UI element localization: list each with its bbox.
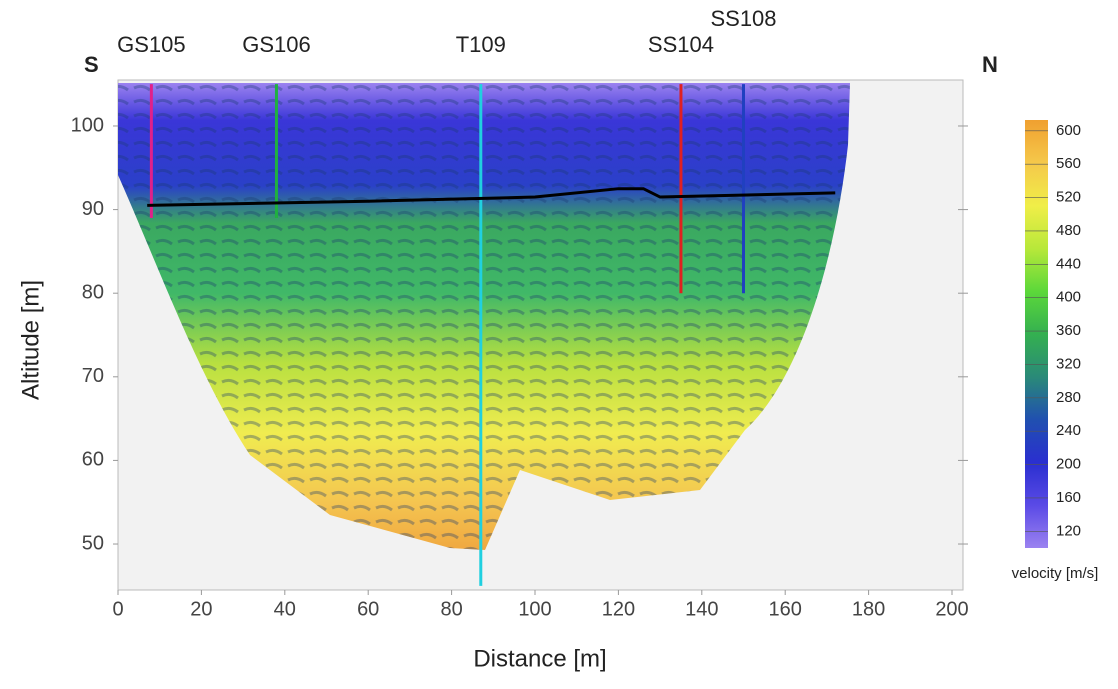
x-axis-title: Distance [m] — [473, 645, 606, 672]
colorbar-tick-label: 160 — [1056, 489, 1081, 506]
interface-line — [147, 187, 836, 207]
side-label: S — [84, 52, 99, 77]
colorbar-label: velocity [m/s] — [1012, 565, 1099, 582]
y-tick-label: 50 — [82, 532, 104, 554]
borehole-label: GS106 — [242, 32, 311, 57]
x-tick-label: 120 — [602, 598, 635, 620]
y-tick-label: 70 — [82, 365, 104, 387]
colorbar-tick-label: 200 — [1056, 456, 1081, 473]
colorbar — [1025, 120, 1048, 548]
x-tick-label: 180 — [852, 598, 885, 620]
colorbar-tick-label: 480 — [1056, 222, 1081, 239]
y-axis-title: Altitude [m] — [17, 280, 44, 400]
colorbar-tick-label: 440 — [1056, 255, 1081, 272]
x-tick-label: 140 — [685, 598, 718, 620]
colorbar-tick-label: 360 — [1056, 322, 1081, 339]
colorbar-tick-label: 400 — [1056, 289, 1081, 306]
x-tick-label: 100 — [518, 598, 551, 620]
borehole-label: SS108 — [710, 6, 776, 31]
borehole-label: SS104 — [648, 32, 714, 57]
x-tick-label: 200 — [935, 598, 968, 620]
colorbar-tick-label: 240 — [1056, 422, 1081, 439]
borehole-label: T109 — [456, 32, 506, 57]
x-tick-label: 80 — [440, 598, 462, 620]
x-tick-label: 20 — [190, 598, 212, 620]
x-tick-label: 40 — [274, 598, 296, 620]
velocity-texture — [118, 83, 850, 550]
x-tick-label: 160 — [769, 598, 802, 620]
colorbar-tick-label: 600 — [1056, 122, 1081, 139]
y-tick-label: 80 — [82, 281, 104, 303]
x-tick-label: 60 — [357, 598, 379, 620]
y-tick-label: 90 — [82, 198, 104, 220]
borehole-label: GS105 — [117, 32, 186, 57]
colorbar-tick-label: 120 — [1056, 522, 1081, 539]
side-label: N — [982, 52, 998, 77]
y-tick-label: 60 — [82, 449, 104, 471]
colorbar-tick-label: 320 — [1056, 355, 1081, 372]
colorbar-tick-label: 520 — [1056, 189, 1081, 206]
colorbar-tick-label: 280 — [1056, 389, 1081, 406]
x-tick-label: 0 — [112, 598, 123, 620]
y-tick-label: 100 — [71, 114, 104, 136]
colorbar-tick-label: 560 — [1056, 155, 1081, 172]
